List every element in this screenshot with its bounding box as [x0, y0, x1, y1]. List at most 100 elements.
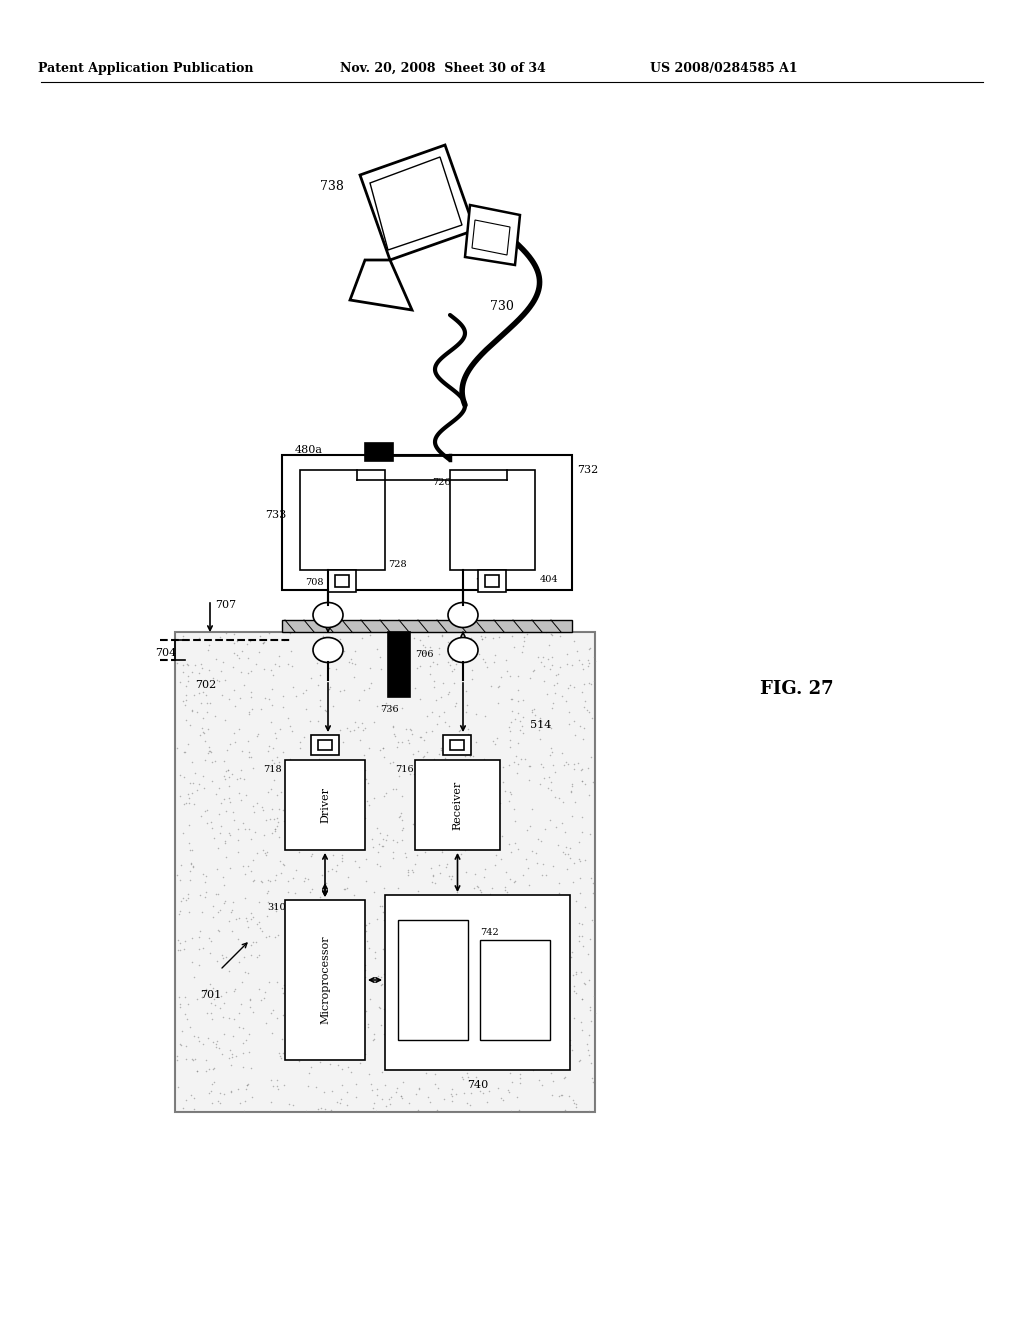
Point	[367, 948, 383, 969]
Point	[542, 1008, 558, 1030]
Point	[390, 878, 407, 899]
Point	[566, 759, 583, 780]
Point	[178, 675, 195, 696]
Point	[574, 659, 591, 680]
Point	[509, 1086, 525, 1107]
Point	[440, 1056, 457, 1077]
Point	[282, 895, 298, 916]
Point	[443, 866, 460, 887]
Point	[378, 1039, 394, 1060]
Point	[568, 962, 585, 983]
Point	[416, 746, 432, 767]
Text: 738: 738	[319, 180, 344, 193]
Point	[427, 933, 443, 954]
Point	[312, 952, 329, 973]
Point	[245, 1002, 261, 1023]
Point	[318, 832, 335, 853]
Point	[460, 718, 476, 739]
Point	[515, 865, 531, 886]
Point	[244, 944, 260, 965]
Text: 718: 718	[263, 766, 282, 774]
Point	[354, 808, 371, 829]
Point	[529, 940, 546, 961]
Text: Receiver: Receiver	[453, 780, 463, 830]
Point	[503, 1101, 519, 1122]
Point	[388, 1081, 404, 1102]
Point	[506, 871, 522, 892]
Point	[245, 870, 261, 891]
Point	[275, 1074, 292, 1096]
Point	[550, 834, 566, 855]
Point	[474, 628, 490, 649]
Point	[259, 880, 275, 902]
Point	[382, 936, 398, 957]
Point	[241, 1041, 257, 1063]
Point	[266, 818, 283, 840]
Point	[549, 921, 565, 942]
Point	[178, 685, 195, 706]
Point	[373, 966, 389, 987]
Point	[386, 723, 402, 744]
Point	[430, 706, 446, 727]
Point	[386, 656, 402, 677]
Point	[450, 880, 466, 902]
Point	[330, 994, 346, 1015]
Point	[327, 964, 343, 985]
Point	[325, 1081, 341, 1102]
Point	[382, 894, 398, 915]
Point	[566, 975, 583, 997]
Point	[432, 970, 449, 991]
Point	[480, 1080, 497, 1101]
Point	[314, 628, 331, 649]
Point	[376, 785, 392, 807]
Point	[415, 746, 431, 767]
Point	[222, 733, 239, 754]
Point	[582, 997, 598, 1018]
Point	[560, 702, 577, 723]
Point	[186, 685, 203, 706]
Point	[430, 1019, 446, 1040]
Point	[239, 1078, 255, 1100]
Point	[179, 653, 196, 675]
Point	[218, 623, 234, 644]
Point	[460, 723, 476, 744]
Point	[566, 1007, 583, 1028]
Point	[569, 640, 586, 661]
Point	[476, 706, 493, 727]
Text: Nov. 20, 2008  Sheet 30 of 34: Nov. 20, 2008 Sheet 30 of 34	[340, 62, 546, 75]
Point	[339, 800, 355, 821]
Point	[427, 873, 443, 894]
Point	[297, 698, 313, 719]
Point	[209, 671, 225, 692]
Point	[470, 911, 486, 932]
Point	[357, 849, 374, 870]
Point	[534, 1038, 550, 1059]
Point	[188, 701, 205, 722]
Point	[435, 801, 452, 822]
Point	[344, 652, 360, 673]
Point	[520, 755, 537, 776]
Point	[343, 941, 359, 962]
Point	[481, 1027, 498, 1048]
Point	[182, 840, 199, 861]
Point	[330, 828, 346, 849]
Point	[560, 1085, 577, 1106]
Point	[325, 909, 341, 931]
Point	[283, 748, 299, 770]
Point	[374, 698, 390, 719]
Point	[509, 1024, 525, 1045]
Point	[256, 631, 272, 652]
Point	[386, 917, 402, 939]
Point	[504, 701, 520, 722]
Point	[356, 717, 373, 738]
Point	[317, 942, 334, 964]
Point	[218, 800, 234, 821]
Point	[554, 1084, 570, 1105]
Point	[434, 626, 451, 647]
Point	[454, 962, 470, 983]
Bar	[480, 940, 550, 1040]
Point	[254, 871, 270, 892]
Point	[289, 768, 305, 789]
Point	[228, 768, 245, 789]
Point	[380, 891, 396, 912]
